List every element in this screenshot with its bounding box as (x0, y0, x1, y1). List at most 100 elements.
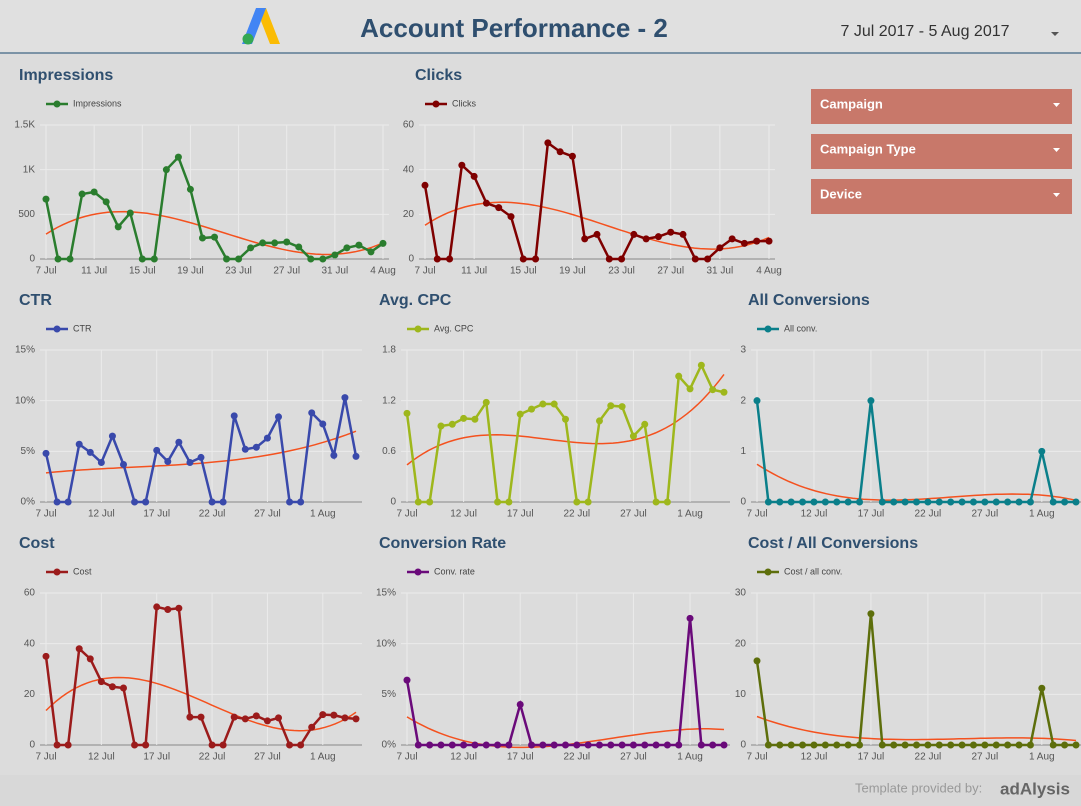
y-tick-label: 5% (382, 689, 397, 700)
data-point (131, 741, 139, 749)
data-point (197, 713, 205, 721)
filter-arrow[interactable] (1053, 103, 1060, 107)
data-point (675, 372, 683, 380)
y-tick-label: 30 (735, 588, 747, 599)
x-tick-label: 23 Jul (225, 266, 252, 277)
data-point (728, 235, 736, 243)
x-tick-label: 12 Jul (450, 752, 477, 763)
data-point (470, 172, 478, 180)
data-point (539, 741, 547, 749)
data-point (108, 432, 116, 440)
data-point (833, 741, 841, 749)
data-point (403, 409, 411, 417)
data-point (776, 498, 784, 506)
y-tick-label: 10% (15, 395, 35, 406)
data-point (97, 678, 105, 686)
x-tick-label: 23 Jul (608, 266, 635, 277)
data-point (753, 397, 761, 405)
data-point (186, 713, 194, 721)
data-point (981, 498, 989, 506)
y-tick-label: 60 (403, 120, 415, 131)
trend-line (406, 373, 725, 466)
data-point (740, 239, 748, 247)
x-tick-label: 1 Aug (1029, 752, 1055, 763)
data-point (53, 498, 61, 506)
data-point (642, 235, 650, 243)
data-point (446, 255, 454, 263)
date-dropdown-arrow[interactable] (1051, 32, 1059, 36)
y-tick-label: 20 (24, 689, 36, 700)
filter-label[interactable]: Campaign Type (820, 141, 916, 156)
y-tick-label: 1.5K (14, 120, 35, 131)
y-tick-label: 5% (21, 446, 36, 457)
y-tick-label: 1.2 (382, 395, 396, 406)
filter-button[interactable] (811, 134, 1072, 169)
data-point (283, 238, 291, 246)
data-point (275, 714, 282, 722)
x-tick-label: 17 Jul (507, 752, 534, 763)
data-point (241, 715, 249, 723)
data-point (197, 453, 205, 461)
data-point (629, 741, 637, 749)
filter-label[interactable]: Campaign (820, 96, 883, 111)
date-range[interactable]: 7 Jul 2017 - 5 Aug 2017 (840, 23, 1009, 40)
y-tick-label: 0.6 (382, 446, 396, 457)
data-point (494, 498, 502, 506)
data-point (471, 741, 479, 749)
data-point (319, 711, 327, 719)
data-point (924, 498, 932, 506)
data-point (495, 204, 503, 212)
footer-bar (0, 775, 1081, 806)
legend-label: Cost (73, 566, 92, 576)
x-tick-label: 1 Aug (677, 752, 703, 763)
data-point (75, 440, 83, 448)
y-tick-label: 0 (740, 497, 746, 508)
data-point (42, 195, 50, 203)
legend-label: Conv. rate (434, 566, 475, 576)
data-point (675, 741, 683, 749)
data-point (295, 243, 303, 251)
data-point (593, 230, 601, 238)
data-point (550, 741, 558, 749)
data-point (528, 741, 536, 749)
x-tick-label: 31 Jul (707, 266, 734, 277)
data-point (992, 741, 1000, 749)
chart-title: Cost / All Conversions (748, 535, 918, 552)
x-tick-label: 7 Jul (35, 509, 56, 520)
data-point (297, 498, 305, 506)
data-point (720, 741, 728, 749)
y-tick-label: 15% (15, 345, 35, 356)
y-tick-label: 0 (29, 740, 35, 751)
filter-arrow[interactable] (1053, 193, 1060, 197)
y-tick-label: 20 (735, 638, 747, 649)
data-point (878, 741, 886, 749)
legend-label: Impressions (73, 98, 122, 108)
data-point (913, 741, 920, 749)
logo-green (242, 33, 254, 45)
legend-dot (414, 325, 422, 333)
data-point (562, 415, 569, 423)
y-tick-label: 500 (18, 209, 35, 220)
data-point (75, 645, 83, 653)
data-point (1026, 741, 1034, 749)
x-tick-label: 1 Aug (310, 752, 336, 763)
filter-button[interactable] (811, 179, 1072, 214)
filter-button[interactable] (811, 89, 1072, 124)
data-point (981, 741, 989, 749)
data-point (709, 386, 717, 394)
x-tick-label: 1 Aug (677, 509, 703, 520)
data-point (355, 241, 363, 249)
filter-arrow[interactable] (1053, 148, 1060, 152)
data-point (263, 717, 271, 725)
x-tick-label: 27 Jul (657, 266, 684, 277)
data-point (544, 139, 552, 147)
data-point (568, 152, 576, 160)
filter-label[interactable]: Device (820, 186, 862, 201)
data-point (867, 610, 875, 618)
data-point (958, 498, 966, 506)
data-point (679, 230, 687, 238)
data-point (271, 239, 279, 247)
data-point (164, 605, 172, 613)
y-tick-label: 0 (390, 497, 396, 508)
y-tick-label: 10% (376, 638, 396, 649)
